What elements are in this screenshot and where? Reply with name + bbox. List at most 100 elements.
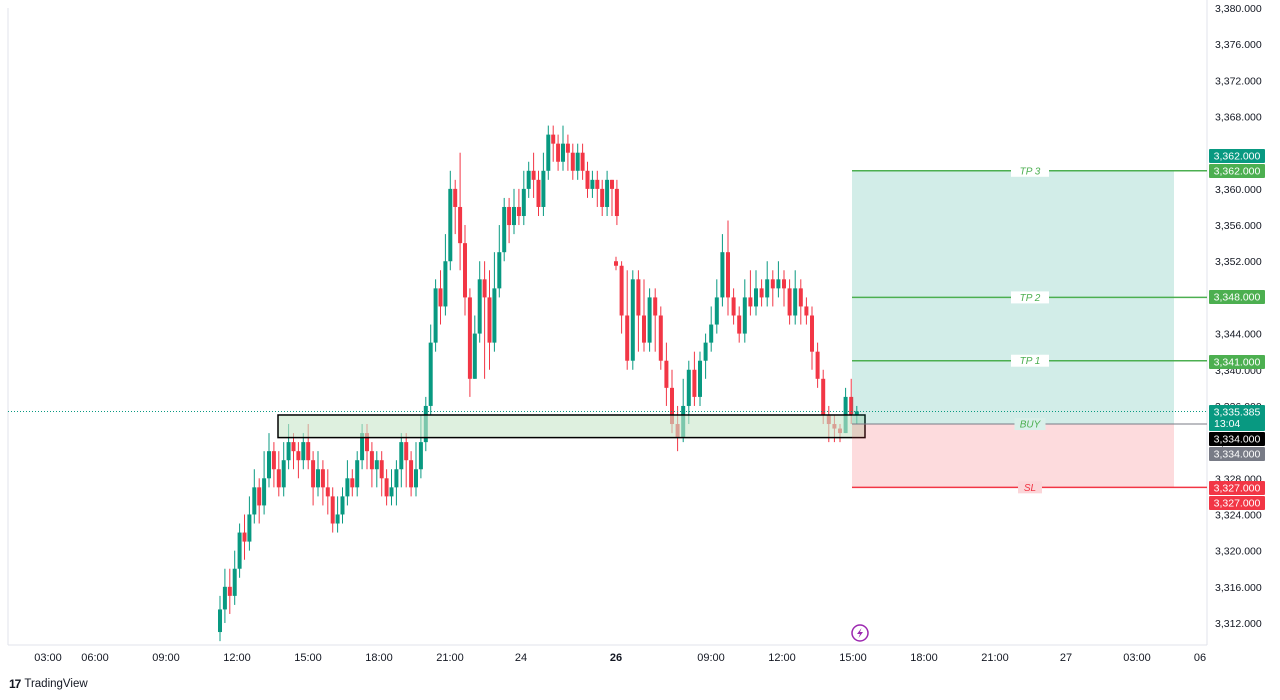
support-zone[interactable] xyxy=(277,414,866,439)
candle-body xyxy=(614,188,619,217)
candle-body xyxy=(267,451,271,479)
time-tick: 12:00 xyxy=(768,652,796,664)
candle-body xyxy=(418,442,423,470)
candle-body xyxy=(720,252,725,298)
time-tick: 21:00 xyxy=(981,652,1009,664)
candle-body xyxy=(316,469,320,488)
level-label-bg xyxy=(1011,291,1049,304)
candle-body xyxy=(350,478,355,488)
candle-body xyxy=(369,451,374,470)
candle-body xyxy=(556,143,561,162)
candle-body xyxy=(541,170,546,207)
price-tick: 3,360.000 xyxy=(1215,184,1262,196)
level-label: TP 3 xyxy=(1020,166,1041,177)
time-tick: 26 xyxy=(610,652,622,664)
trade-position-tool[interactable]: TP 3 TP 2 TP 1 BUY SL xyxy=(852,164,1207,494)
price-tag-text: 3,335.385 xyxy=(1214,407,1261,419)
candle-body xyxy=(565,143,570,153)
tradingview-brand[interactable]: 17 TradingView xyxy=(9,677,88,691)
brand-name: TradingView xyxy=(24,678,88,690)
candle-body xyxy=(458,206,463,244)
zone-rectangle[interactable] xyxy=(277,414,866,439)
candle-body xyxy=(242,532,247,542)
candle-body xyxy=(731,297,736,316)
time-tick: 06:00 xyxy=(81,652,109,664)
candle-body xyxy=(463,243,467,298)
candle-body xyxy=(404,442,409,461)
level-label-bg xyxy=(1014,418,1046,431)
time-axis[interactable]: 03:00 06:00 09:00 12:00 15:00 18:00 21:00 24 26 0… xyxy=(34,652,1206,664)
candle-body xyxy=(636,279,641,316)
candle-body xyxy=(482,279,487,298)
time-tick: 27 xyxy=(1060,652,1072,664)
candle-body xyxy=(399,442,404,470)
time-tick: 09:00 xyxy=(697,652,725,664)
candle-body xyxy=(306,442,311,461)
time-tick: 21:00 xyxy=(436,652,464,664)
candle-body xyxy=(467,297,472,379)
level-label-bg xyxy=(1018,481,1042,494)
candle-body xyxy=(551,134,556,144)
candle-body xyxy=(815,351,820,379)
candle-body xyxy=(414,469,418,488)
candle-body xyxy=(703,342,708,361)
candle-body xyxy=(658,315,663,361)
time-tick: 18:00 xyxy=(365,652,393,664)
candle-body xyxy=(492,288,497,343)
candle-body xyxy=(664,360,669,388)
price-tag-text: 3,348.000 xyxy=(1214,292,1261,304)
price-tag xyxy=(1209,481,1265,495)
price-tick: 3,356.000 xyxy=(1215,220,1262,232)
candle-body xyxy=(754,288,758,307)
level-label: BUY xyxy=(1020,420,1042,431)
candle-body xyxy=(516,206,521,217)
candle-body xyxy=(389,487,394,497)
price-tick: 3,344.000 xyxy=(1215,329,1262,341)
candle-body xyxy=(301,442,306,461)
candle-body xyxy=(232,568,237,596)
price-tick: 3,320.000 xyxy=(1215,546,1262,558)
candle-body xyxy=(610,179,614,189)
price-tag xyxy=(1209,496,1265,510)
price-tick: 3,352.000 xyxy=(1215,256,1262,268)
candle-body xyxy=(428,342,433,406)
candle-body xyxy=(546,134,551,171)
candle-body xyxy=(810,315,814,352)
candle-body xyxy=(580,152,585,171)
candle-body xyxy=(526,170,531,189)
candle-body xyxy=(793,288,798,316)
candle-body xyxy=(330,496,335,524)
price-tag xyxy=(1209,149,1265,163)
candle-body xyxy=(686,369,691,406)
time-tick: 06 xyxy=(1194,652,1206,664)
price-tick: 3,316.000 xyxy=(1215,582,1262,594)
tradingview-logo-icon: 17 xyxy=(9,677,21,691)
loss-area[interactable] xyxy=(852,424,1174,488)
lightning-icon[interactable] xyxy=(851,624,869,642)
candle-body xyxy=(531,170,536,180)
time-tick: 03:00 xyxy=(1123,652,1151,664)
candle-body xyxy=(653,297,658,316)
candle-body xyxy=(286,442,291,461)
candle-body xyxy=(384,478,389,497)
price-tag-text: 3,362.000 xyxy=(1214,166,1261,178)
candle-body xyxy=(625,315,630,361)
candle-body xyxy=(497,252,502,289)
candle-body xyxy=(222,586,227,610)
price-axis-tags: 3,362.000 3,362.000 3,348.000 3,341.000 3,33… xyxy=(1209,149,1265,510)
candle-body xyxy=(854,411,859,415)
price-tick: 3,312.000 xyxy=(1215,618,1262,630)
candle-body xyxy=(561,143,565,162)
level-label: SL xyxy=(1024,483,1036,494)
candle-body xyxy=(271,451,276,470)
candle-body xyxy=(247,514,252,542)
candle-body xyxy=(512,206,516,226)
candle-body xyxy=(770,279,775,289)
price-tag xyxy=(1209,432,1265,446)
candle-body xyxy=(379,460,384,479)
candle-body xyxy=(311,460,316,488)
candle-body xyxy=(642,315,646,343)
